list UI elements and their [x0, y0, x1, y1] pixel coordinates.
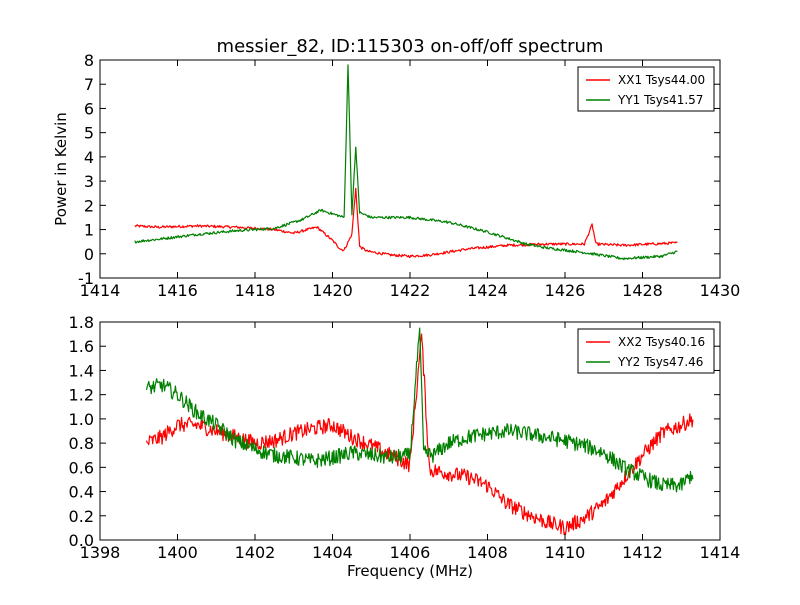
- y-tick-label: 1.2: [69, 386, 94, 405]
- y-tick-label: 7: [84, 75, 94, 94]
- y-tick-label: 3: [84, 172, 94, 191]
- y-tick-label: 1: [84, 221, 94, 240]
- y-tick-label: 8: [84, 51, 94, 70]
- y-tick-label: 6: [84, 99, 94, 118]
- x-tick-label: 1430: [700, 281, 741, 300]
- y-tick-label: -1: [78, 269, 94, 288]
- y-tick-label: 5: [84, 124, 94, 143]
- y-tick-label: 1.6: [69, 337, 94, 356]
- x-tick-label: 1404: [312, 543, 353, 562]
- x-tick-label: 1398: [80, 543, 121, 562]
- x-tick-label: 1414: [700, 543, 741, 562]
- y-tick-label: 1.8: [69, 313, 94, 332]
- x-tick-label: 1426: [545, 281, 586, 300]
- series-line-2: [145, 327, 694, 493]
- y-tick-label: 0.8: [69, 434, 94, 453]
- x-tick-label: 1400: [157, 543, 198, 562]
- y-tick-label: 2: [84, 196, 94, 215]
- series-line-1: [134, 187, 678, 258]
- x-tick-label: 1428: [622, 281, 663, 300]
- legend-entry-2: YY2 Tsys47.46: [617, 355, 703, 369]
- x-tick-label: 1420: [312, 281, 353, 300]
- x-tick-label: 1406: [390, 543, 431, 562]
- y-tick-label: 1.4: [69, 361, 94, 380]
- chart-title: messier_82, ID:115303 on-off/off spectru…: [217, 36, 604, 57]
- x-tick-label: 1410: [545, 543, 586, 562]
- x-tick-label: 1414: [80, 281, 121, 300]
- x-tick-label: 1418: [235, 281, 276, 300]
- legend-box: [577, 66, 715, 112]
- x-tick-label: 1416: [157, 281, 198, 300]
- legend-entry-2: YY1 Tsys41.57: [617, 93, 703, 107]
- y-tick-label: 0.0: [69, 531, 94, 550]
- y-tick-label: 0.2: [69, 507, 94, 526]
- x-tick-label: 1402: [235, 543, 276, 562]
- x-axis-label: Frequency (MHz): [347, 562, 473, 580]
- chart-panel-2: 1398 1400 1402 1404 1406 1408 1410 1412 1414 0.0 0…: [69, 313, 741, 580]
- x-tick-label: 1408: [467, 543, 508, 562]
- y-tick-label: 4: [84, 148, 94, 167]
- series-line-2: [134, 64, 678, 261]
- y-axis-label: Power in Kelvin: [52, 112, 70, 226]
- y-tick-label: 1.0: [69, 410, 94, 429]
- legend-entry-1: XX1 Tsys44.00: [618, 73, 705, 87]
- chart-panel-1: 1414 1416 1418 1420 1422 1424 1426 1428 1430-101…: [52, 36, 740, 300]
- x-tick-label: 1424: [467, 281, 508, 300]
- y-tick-label: 0: [84, 245, 94, 264]
- legend-box: [577, 328, 715, 374]
- legend: XX1 Tsys44.00 YY1 Tsys41.57: [577, 66, 715, 112]
- x-tick-label: 1422: [390, 281, 431, 300]
- x-tick-label: 1412: [622, 543, 663, 562]
- y-tick-label: 0.6: [69, 458, 94, 477]
- legend: XX2 Tsys40.16 YY2 Tsys47.46: [577, 328, 715, 374]
- legend-entry-1: XX2 Tsys40.16: [618, 335, 705, 349]
- y-tick-label: 0.4: [69, 483, 94, 502]
